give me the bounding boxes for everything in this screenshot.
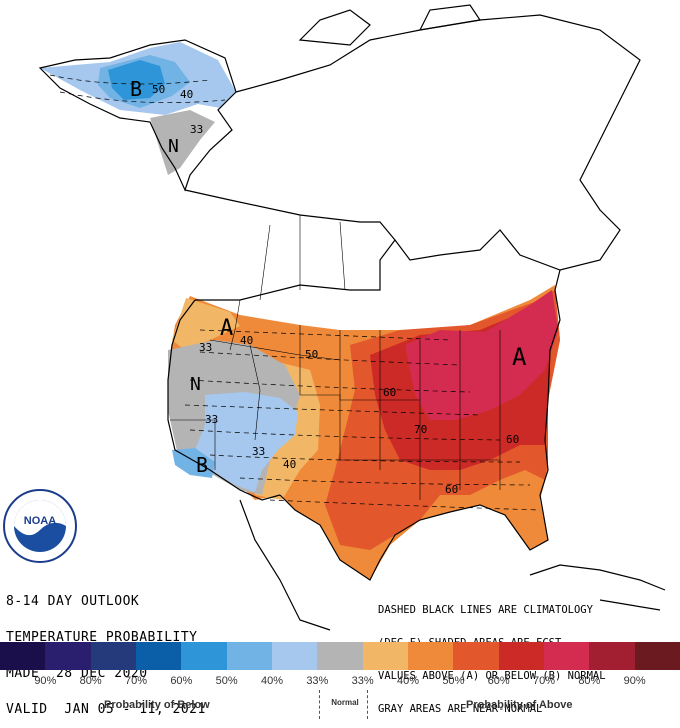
- above-caption: Probability of Above: [466, 699, 573, 711]
- region-label-east-above: A: [512, 343, 527, 371]
- country-outlines: [38, 4, 666, 631]
- colorbar-label: 80%: [578, 675, 601, 687]
- colorbar-label: 50%: [215, 675, 238, 687]
- contour-label-sw-40: 40: [283, 458, 296, 471]
- contour-label-nw-33: 33: [199, 341, 212, 354]
- colorbar-swatch: [453, 642, 499, 670]
- region-label-northwest-above: A: [220, 316, 233, 341]
- legend-note-line-4: GRAY AREAS ARE NEAR-NORMAL: [378, 703, 543, 715]
- colorbar-swatch: [634, 642, 680, 670]
- colorbar-label: 50%: [442, 675, 465, 687]
- outlook-title-block: 8-14 DAY OUTLOOK TEMPERATURE PROBABILITY…: [6, 572, 206, 728]
- colorbar-swatch: [407, 642, 454, 670]
- colorbar-label: 90%: [34, 675, 57, 687]
- probability-labels: 90% 80% 70% 60% 50% 40% 33% 33% 40% 50% 60% 70% 80% 9…: [0, 675, 680, 689]
- colorbar-swatch: [45, 642, 91, 670]
- outlook-line-2: TEMPERATURE PROBABILITY: [6, 630, 198, 645]
- legend-note-line-3: VALUES ABOVE (A) OR BELOW (B) NORMAL: [378, 670, 606, 682]
- normal-divider-right: [367, 690, 368, 719]
- region-label-alaska-below: B: [130, 77, 142, 101]
- contour-label-se-60: 60: [506, 433, 519, 446]
- outlook-line-3: MADE 28 DEC 2020: [6, 666, 148, 681]
- contour-label-c-60: 60: [383, 386, 396, 399]
- outlook-line-1: 8-14 DAY OUTLOOK: [6, 594, 140, 609]
- colorbar-label: 60%: [170, 675, 193, 687]
- outlook-line-4: VALID JAN 05 - 11, 2021: [6, 702, 206, 717]
- colorbar-label: 33%: [306, 675, 329, 687]
- colorbar-swatch: [498, 642, 544, 670]
- contour-label-sw-33b: 33: [252, 445, 265, 458]
- colorbar-label: 33%: [351, 675, 374, 687]
- colorbar-swatch: [135, 642, 182, 670]
- below-caption: Probability of Below: [104, 699, 210, 711]
- colorbar-swatch: [181, 642, 227, 670]
- region-label-alaska-normal: N: [168, 136, 179, 157]
- contour-label-c-50: 50: [305, 348, 318, 361]
- colorbar-swatch: [589, 642, 635, 670]
- contour-label-s-60: 60: [445, 483, 458, 496]
- colorbar-swatch: [317, 642, 363, 670]
- colorbar-swatch: [362, 642, 408, 670]
- colorbar-label: 90%: [623, 675, 646, 687]
- region-label-west-normal: N: [190, 374, 201, 395]
- colorbar-label: 80%: [79, 675, 102, 687]
- contour-label-ak-33: 33: [190, 123, 203, 136]
- colorbar-label: 70%: [532, 675, 556, 687]
- contour-label-e-70: 70: [414, 423, 427, 436]
- colorbar-label: 40%: [396, 675, 420, 687]
- contour-label-ak-40: 40: [180, 88, 193, 101]
- contour-label-nw-40: 40: [240, 334, 253, 347]
- colorbar-swatch: [0, 642, 46, 670]
- colorbar-label: 70%: [124, 675, 148, 687]
- region-label-southwest-below: B: [196, 453, 208, 477]
- state-lines: [170, 215, 501, 500]
- colorbar-swatch: [90, 642, 136, 670]
- outlook-map: B N A N B A 50 40 33 33 40 50 60 70 60 6…: [38, 4, 666, 631]
- legend-note-line-1: DASHED BLACK LINES ARE CLIMATOLOGY: [378, 604, 593, 616]
- colorbar-label: 40%: [260, 675, 284, 687]
- alaska-shading: [40, 42, 236, 175]
- colorbar-swatch: [543, 642, 590, 670]
- noaa-logo-text: NOAA: [24, 515, 56, 527]
- normal-caption: Normal: [331, 698, 359, 707]
- colorbar-label: 60%: [487, 675, 510, 687]
- contour-label-ak-50: 50: [152, 83, 165, 96]
- conus-shading: [168, 285, 560, 580]
- noaa-logo: NOAA: [3, 489, 77, 563]
- climatology-contours: [49, 74, 541, 511]
- probability-colorbar: [0, 642, 680, 670]
- normal-divider-left: [319, 690, 320, 719]
- colorbar-swatch: [271, 642, 318, 670]
- contour-label-sw-33: 33: [205, 413, 218, 426]
- colorbar-swatch: [226, 642, 272, 670]
